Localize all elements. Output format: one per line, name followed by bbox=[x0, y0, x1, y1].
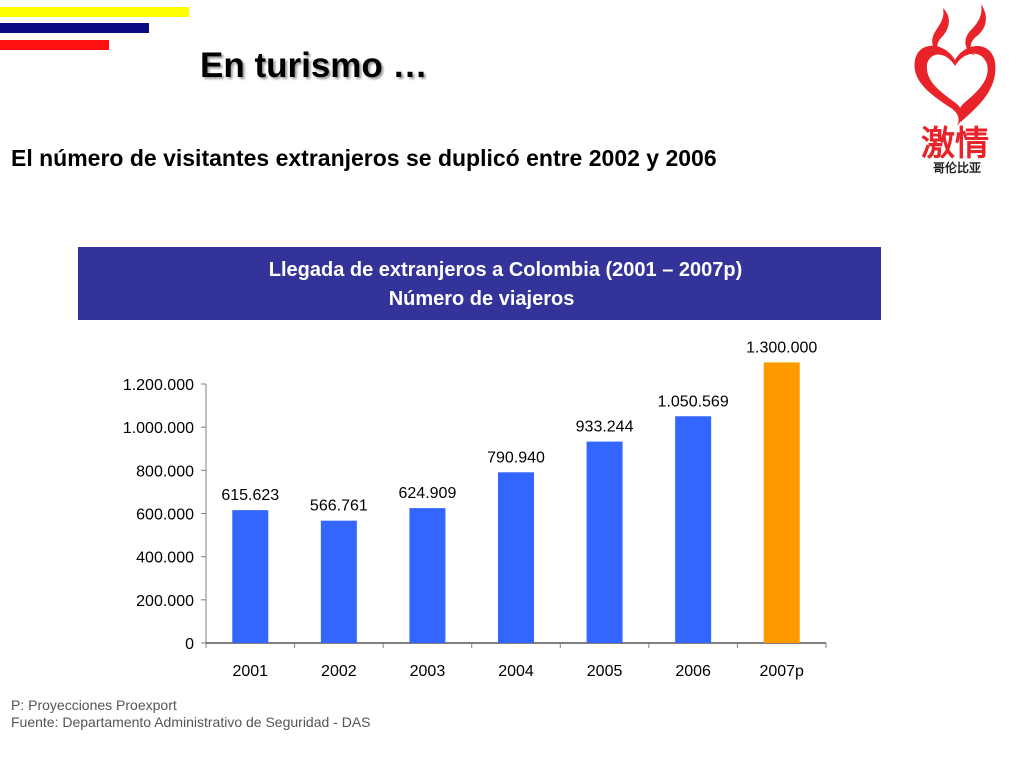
footnotes: P: Proyecciones Proexport Fuente: Depart… bbox=[11, 697, 371, 731]
y-tick-label: 800.000 bbox=[136, 463, 194, 480]
bar-value-label: 615.623 bbox=[221, 487, 279, 504]
y-tick-label: 1.000.000 bbox=[123, 420, 194, 437]
bar-2004 bbox=[498, 472, 534, 643]
chart-labels: 615.623 2001 566.761 2002 624.909 2003 790.940… bbox=[221, 339, 817, 680]
slide-title: En turismo … bbox=[200, 46, 428, 85]
x-tick-label: 2006 bbox=[675, 663, 711, 680]
flag-stripe-blue bbox=[0, 23, 149, 33]
logo-sub-text: 哥伦比亚 bbox=[933, 160, 981, 175]
y-tick-label: 200.000 bbox=[136, 593, 194, 610]
x-tick-label: 2004 bbox=[498, 663, 534, 680]
bar-value-label: 624.909 bbox=[399, 485, 457, 502]
bar-2007p bbox=[763, 362, 800, 643]
bar-2001 bbox=[232, 510, 269, 643]
bar-value-label: 933.244 bbox=[576, 419, 634, 436]
bar-2002 bbox=[320, 520, 357, 643]
y-tick-label: 600.000 bbox=[136, 507, 194, 524]
bar-2003 bbox=[409, 508, 446, 643]
bar-value-label: 1.300.000 bbox=[746, 339, 817, 356]
chart-subtitle: Número de viajeros bbox=[388, 288, 575, 310]
chart-title: Llegada de extranjeros a Colombia (2001 … bbox=[268, 259, 743, 281]
chart-bars bbox=[232, 362, 800, 643]
colombia-passion-logo-icon: 激情 哥伦比亚 bbox=[914, 4, 996, 175]
flag-stripe-yellow bbox=[0, 7, 189, 17]
y-tick-label: 0 bbox=[185, 636, 194, 653]
slide-subtitle: El número de visitantes extranjeros se d… bbox=[11, 145, 717, 171]
logo-flame-left bbox=[932, 8, 949, 56]
x-tick-label: 2001 bbox=[232, 663, 268, 680]
bar-value-label: 1.050.569 bbox=[658, 393, 729, 410]
x-tick-label: 2005 bbox=[587, 663, 623, 680]
bar-value-label: 790.940 bbox=[487, 449, 545, 466]
chart-title-banner: Llegada de extranjeros a Colombia (2001 … bbox=[78, 247, 881, 320]
x-tick-label: 2003 bbox=[410, 663, 446, 680]
footnote-source: Fuente: Departamento Administrativo de S… bbox=[11, 714, 371, 730]
logo-main-text: 激情 bbox=[921, 124, 989, 164]
y-tick-label: 1.200.000 bbox=[123, 377, 194, 394]
x-tick-label: 2002 bbox=[321, 663, 357, 680]
flag-stripe-red bbox=[0, 40, 109, 50]
bar-value-label: 566.761 bbox=[310, 498, 368, 515]
footnote-projection: P: Proyecciones Proexport bbox=[11, 697, 177, 713]
bar-2006 bbox=[675, 416, 712, 643]
y-tick-label: 400.000 bbox=[136, 550, 194, 567]
logo-heart bbox=[914, 45, 996, 127]
bar-2005 bbox=[586, 441, 623, 643]
logo-flame-right bbox=[965, 4, 986, 56]
x-tick-label: 2007p bbox=[759, 663, 804, 680]
chart-axes: 0 200.000 400.000 600.000 800.000 1.000.000 1.… bbox=[123, 377, 827, 653]
